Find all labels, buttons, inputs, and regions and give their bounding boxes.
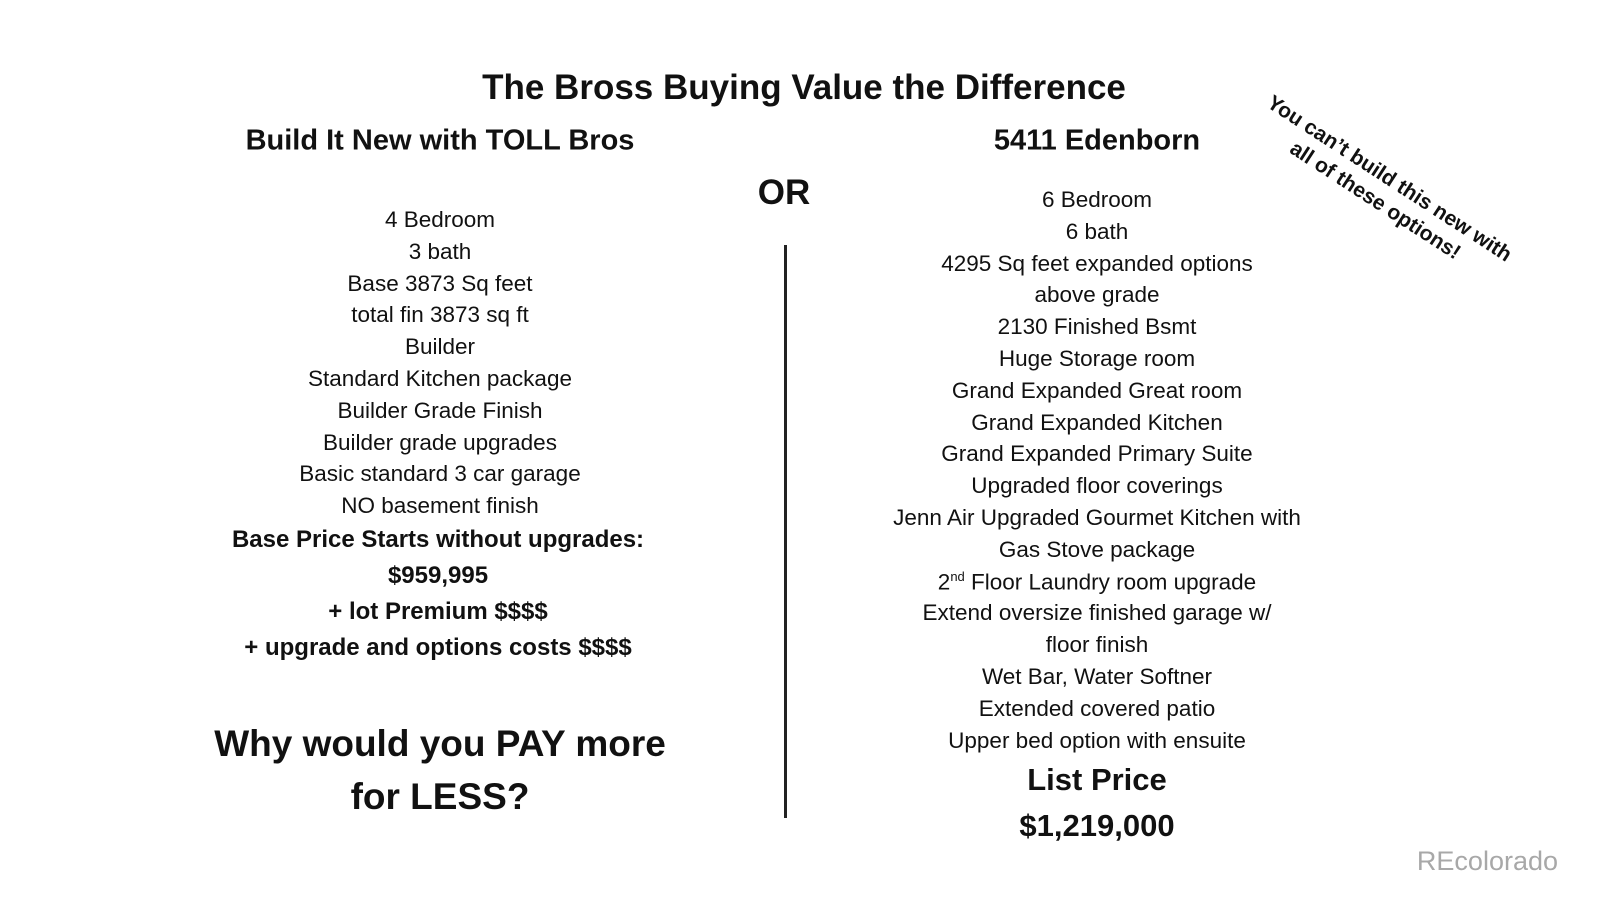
feature-item: NO basement finish	[341, 493, 539, 519]
feature-item: Gas Stove package	[998, 536, 1196, 562]
feature-item: Huge Storage room	[998, 346, 1196, 371]
feature-item: Extended covered patio	[978, 695, 1216, 721]
feature-item: Upgraded floor coverings	[971, 473, 1223, 499]
or-label: OR	[757, 173, 811, 212]
feature-item: total fin 3873 sq ft	[351, 302, 529, 328]
feature-item: 4295 Sq feet expanded options	[941, 250, 1253, 276]
feature-item: 2130 Finished Bsmt	[997, 314, 1197, 340]
callout-text: You can’t build this new with all of the…	[1248, 90, 1517, 290]
callout-line: You can’t build this new with	[1262, 90, 1516, 267]
closing-line: Why would you PAY more	[214, 723, 666, 764]
feature-item: Base 3873 Sq feet	[347, 270, 533, 296]
price-line: Base Price Starts without upgrades:	[231, 526, 645, 553]
feature-item: Upper bed option with ensuite	[948, 727, 1246, 753]
feature-item: 4 Bedroom	[384, 207, 496, 232]
feature-item: Grand Expanded Great room	[951, 377, 1243, 403]
price-line: $959,995	[387, 562, 489, 589]
feature-item: Jenn Air Upgraded Gourmet Kitchen with	[893, 505, 1301, 530]
feature-item: 3 bath	[408, 238, 472, 264]
left-heading: Build It New with TOLL Bros	[245, 124, 635, 157]
feature-item: Builder Grade Finish	[337, 397, 543, 423]
page-title: The Bross Buying Value the Difference	[482, 68, 1126, 107]
ordinal-suffix: nd	[950, 568, 965, 584]
feature-item: 6 bath	[1065, 218, 1129, 244]
list-price-value: $1,219,000	[1019, 808, 1175, 843]
divider-line	[784, 245, 787, 818]
feature-item: Grand Expanded Primary Suite	[941, 441, 1253, 467]
feature-item: Basic standard 3 car garage	[299, 461, 581, 487]
feature-item: Extend oversize finished garage w/	[922, 600, 1272, 626]
price-line: + lot Premium $$$$	[328, 598, 548, 625]
feature-item: Wet Bar, Water Softner	[981, 664, 1213, 689]
feature-item: Builder grade upgrades	[323, 429, 557, 455]
feature-item: 6 Bedroom	[1041, 187, 1153, 212]
feature-item: Builder	[404, 334, 476, 360]
feature-item: Grand Expanded Kitchen	[971, 409, 1223, 435]
feature-item: Standard Kitchen package	[308, 366, 572, 391]
watermark-logo: REcolorado	[1416, 846, 1558, 876]
callout-line: all of these options!	[1285, 136, 1465, 265]
feature-item: floor finish	[1045, 632, 1149, 658]
list-price-label: List Price	[1027, 762, 1167, 797]
right-heading: 5411 Edenborn	[993, 124, 1201, 157]
feature-item: 2nd Floor Laundry room upgrade	[937, 568, 1257, 594]
price-line: + upgrade and options costs $$$$	[244, 634, 632, 661]
closing-line: for LESS?	[350, 776, 530, 817]
feature-item: above grade	[1034, 282, 1160, 308]
